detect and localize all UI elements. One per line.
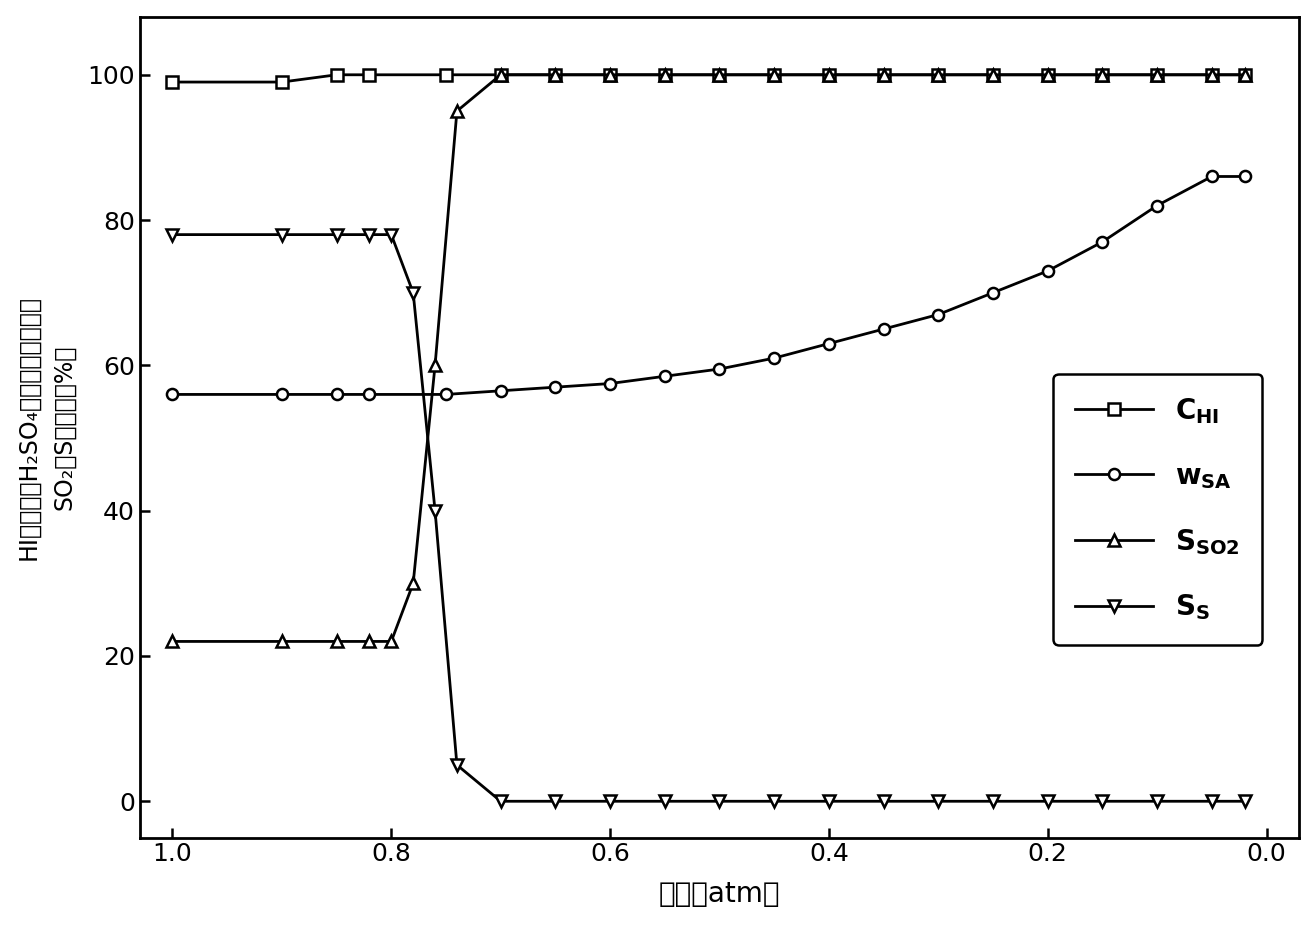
Legend: $\mathbf{C}_{\mathbf{HI}}$, $\mathbf{w}_{\mathbf{SA}}$, $\mathbf{S}_{\mathbf{SO2: $\mathbf{C}_{\mathbf{HI}}$, $\mathbf{w}_… <box>1053 374 1262 645</box>
X-axis label: 压力（atm）: 压力（atm） <box>659 881 780 908</box>
Y-axis label: HI转化率，H₂SO₄质量百分比浓度，
SO₂和S选择性（%）: HI转化率，H₂SO₄质量百分比浓度， SO₂和S选择性（%） <box>17 295 76 560</box>
